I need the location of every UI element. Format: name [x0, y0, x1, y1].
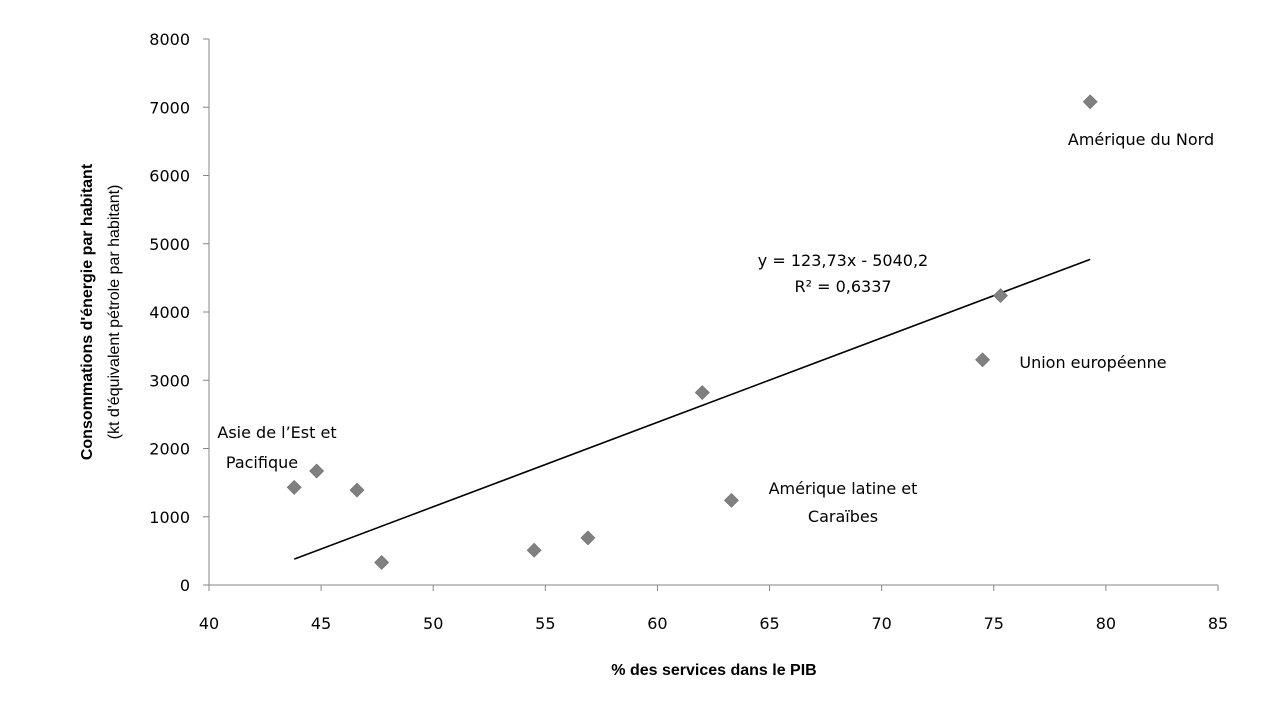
y-tick-label: 4000 — [149, 303, 190, 322]
x-tick-label: 60 — [647, 614, 667, 633]
data-point — [286, 479, 302, 495]
x-axis-title: % des services dans le PIB — [611, 662, 816, 679]
x-tick-label: 85 — [1208, 614, 1228, 633]
annotation-asie-line2: Pacifique — [226, 453, 298, 472]
y-tick-label: 3000 — [149, 371, 190, 390]
data-point — [993, 288, 1008, 304]
data-point — [694, 385, 710, 400]
data-point — [349, 482, 365, 498]
data-point — [1082, 94, 1098, 110]
y-axis-title: Consommations d'énergie par habitant (kt… — [79, 163, 123, 460]
x-tick-label: 75 — [984, 614, 1004, 633]
data-point — [526, 542, 542, 558]
axes — [208, 39, 1218, 586]
y-tick-label: 0 — [180, 576, 190, 595]
data-point — [309, 463, 325, 479]
data-points — [286, 94, 1098, 570]
tick-labels: 40 45 50 55 60 65 70 75 80 85 0 1000 2000 3000 4000 500… — [149, 30, 1228, 633]
annotation-asie-line1: Asie de l’Est et — [217, 423, 336, 442]
y-tick-label: 6000 — [149, 167, 190, 186]
y-axis-title-line2: (kt d'équivalent pétrole par habitant) — [106, 185, 123, 440]
x-tick-label: 80 — [1096, 614, 1116, 633]
x-tick-label: 45 — [311, 614, 331, 633]
x-tick-label: 55 — [535, 614, 555, 633]
data-point — [580, 530, 596, 546]
tick-marks — [203, 38, 1219, 591]
data-point — [975, 352, 990, 368]
x-tick-label: 70 — [871, 614, 891, 633]
annotation-amerique-nord: Amérique du Nord — [1068, 130, 1214, 149]
trendline-group — [293, 258, 1091, 560]
data-point — [724, 492, 739, 508]
x-tick-label: 50 — [423, 614, 443, 633]
y-tick-label: 8000 — [149, 30, 190, 49]
y-tick-label: 7000 — [149, 98, 190, 117]
x-tick-label: 40 — [199, 614, 219, 633]
y-tick-label: 1000 — [149, 508, 190, 527]
data-point — [374, 555, 390, 570]
trendline-r2: R² = 0,6337 — [794, 277, 891, 296]
annotation-union-europeenne: Union européenne — [1019, 353, 1166, 372]
y-tick-label: 2000 — [149, 440, 190, 459]
annotation-amerique-latine-line2: Caraïbes — [808, 507, 878, 526]
y-tick-label: 5000 — [149, 235, 190, 254]
trendline — [293, 258, 1091, 560]
y-axis-title-line1: Consommations d'énergie par habitant — [79, 163, 96, 460]
x-tick-label: 65 — [759, 614, 779, 633]
trendline-equation: y = 123,73x - 5040,2 — [758, 251, 928, 270]
annotation-amerique-latine-line1: Amérique latine et — [769, 479, 918, 498]
